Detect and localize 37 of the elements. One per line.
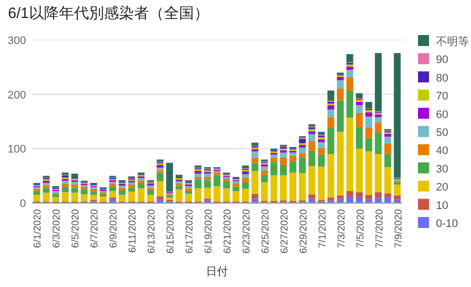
x-tick-label: 6/9/2020 <box>108 208 120 248</box>
legend-label: 50 <box>436 127 448 139</box>
x-tick-label: 6/15/2020 <box>166 208 177 254</box>
legend-label: 70 <box>436 90 448 103</box>
legend-label: 10 <box>436 200 448 212</box>
legend-label: 0-10 <box>436 218 458 230</box>
legend-label: 不明等 <box>436 36 469 48</box>
x-tick-label: 6/21/2020 <box>222 208 234 254</box>
x-tick-label: 6/17/2020 <box>184 208 196 254</box>
x-tick-label: 6/5/2020 <box>70 208 82 248</box>
x-tick-label: 6/23/2020 <box>241 208 252 254</box>
y-tick-label: 200 <box>8 89 26 102</box>
chart-title: 6/1以降年代別感染者（全国） <box>8 5 209 22</box>
legend-label: 90 <box>436 54 448 66</box>
x-tick-label: 6/27/2020 <box>279 208 290 254</box>
x-tick-label: 6/7/2020 <box>90 208 101 248</box>
x-tick-label: 6/1/2020 <box>32 208 44 248</box>
x-axis-title: 日付 <box>206 266 228 278</box>
legend-label: 20 <box>436 182 448 194</box>
legend-label: 80 <box>436 72 448 84</box>
x-tick-label: 6/29/2020 <box>298 208 310 254</box>
y-tick-label: 100 <box>8 144 26 156</box>
x-tick-label: 6/3/2020 <box>52 208 63 248</box>
x-tick-label: 6/25/2020 <box>260 208 272 254</box>
x-tick-label: 7/5/2020 <box>355 208 366 248</box>
x-tick-label: 7/3/2020 <box>336 208 348 248</box>
x-tick-label: 6/19/2020 <box>204 208 215 254</box>
x-tick-label: 7/9/2020 <box>393 208 404 248</box>
y-tick-label: 0 <box>20 198 26 210</box>
x-tick-label: 6/11/2020 <box>128 208 139 253</box>
legend-label: 60 <box>436 108 448 121</box>
y-tick-label: 300 <box>8 35 26 47</box>
x-tick-label: 7/1/2020 <box>317 208 328 248</box>
legend-label: 30 <box>436 163 448 176</box>
legend-label: 40 <box>436 145 448 158</box>
x-tick-label: 6/13/2020 <box>146 208 158 254</box>
x-tick-label: 7/7/2020 <box>374 208 386 248</box>
